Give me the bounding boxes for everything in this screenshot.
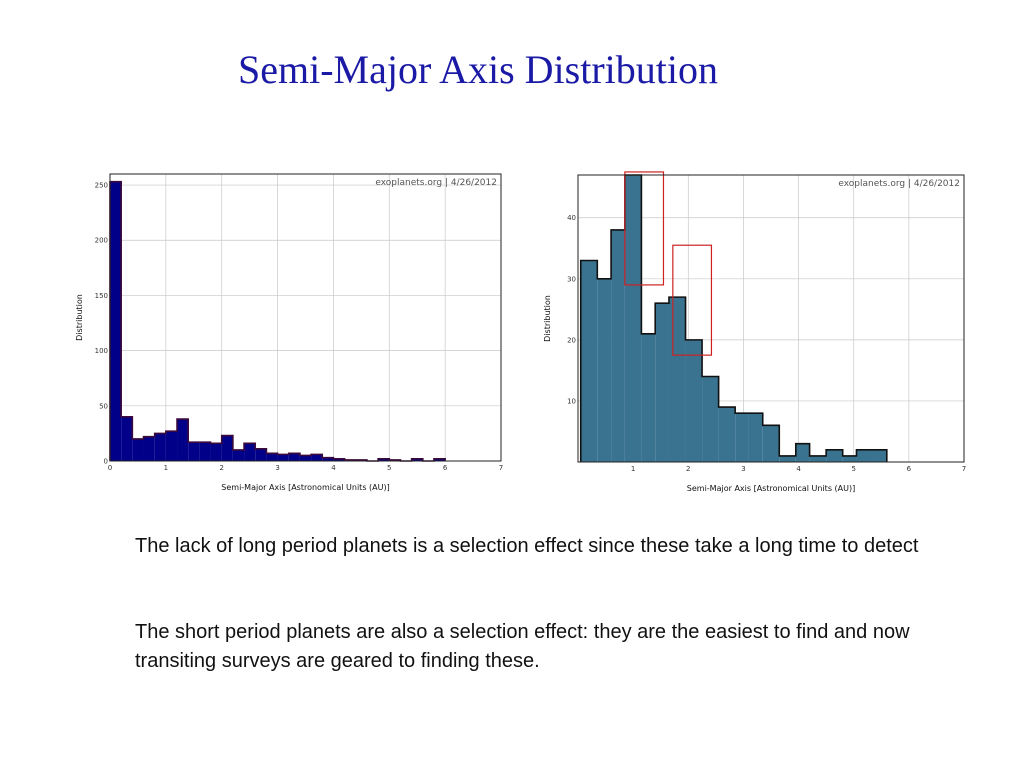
semi-major-axis-histogram-left: 0 1 2 3 4 5 6 7 0 50 100 150 200 250 exoplanets.org | … bbox=[75, 173, 503, 492]
histogram-bar bbox=[826, 449, 843, 462]
histogram-bar bbox=[873, 449, 887, 462]
plot-frame bbox=[109, 173, 502, 462]
histogram-bar bbox=[748, 413, 763, 462]
x-tick-label: 3 bbox=[741, 465, 745, 473]
x-tick-label: 2 bbox=[686, 465, 690, 473]
histogram-bar bbox=[411, 458, 423, 461]
histogram-bar bbox=[668, 297, 686, 462]
y-tick-label: 30 bbox=[567, 275, 576, 283]
histogram-outline bbox=[109, 180, 446, 462]
histogram-bar bbox=[110, 181, 122, 461]
histogram-bar bbox=[232, 449, 245, 461]
plot-frame bbox=[577, 174, 965, 463]
histogram-bar bbox=[809, 455, 827, 462]
x-axis-title: Semi-Major Axis [Astronomical Units (AU)… bbox=[687, 484, 855, 493]
histogram-bar bbox=[311, 454, 323, 461]
watermark-label: exoplanets.org | 4/26/2012 bbox=[838, 179, 960, 189]
y-tick-label: 0 bbox=[104, 458, 108, 466]
y-axis-title: Distribution bbox=[75, 294, 84, 341]
histogram-bar bbox=[143, 436, 155, 461]
histogram-bar bbox=[165, 431, 178, 461]
plot-area bbox=[110, 174, 501, 461]
semi-major-axis-histogram-right: 1 2 3 4 5 6 7 10 20 30 40 exoplanets.org | 4/26/201… bbox=[543, 171, 966, 493]
x-tick-label: 7 bbox=[499, 464, 503, 472]
y-axis-title: Distribution bbox=[543, 295, 552, 342]
histogram-bar bbox=[624, 175, 642, 462]
y-tick-label: 200 bbox=[95, 237, 108, 245]
y-tick-label: 10 bbox=[567, 397, 576, 405]
y-tick-label: 40 bbox=[567, 214, 576, 222]
x-tick-label: 4 bbox=[796, 465, 801, 473]
histogram-bar bbox=[288, 453, 300, 461]
histogram-bar bbox=[597, 278, 612, 462]
x-tick-label: 6 bbox=[907, 465, 912, 473]
histogram-bar bbox=[842, 455, 857, 462]
histogram-bar bbox=[244, 443, 256, 461]
histogram-bar bbox=[641, 333, 656, 462]
histogram-bar bbox=[210, 443, 222, 461]
histogram-bar bbox=[702, 376, 719, 462]
x-tick-label: 5 bbox=[387, 464, 391, 472]
x-tick-label: 0 bbox=[108, 464, 112, 472]
histogram-bar bbox=[121, 416, 133, 461]
y-tick-label: 150 bbox=[95, 292, 108, 300]
x-tick-label: 4 bbox=[331, 464, 336, 472]
histogram-bar bbox=[762, 425, 780, 462]
paragraph-selection-effect-short-period: The short period planets are also a sele… bbox=[135, 621, 910, 672]
highlight-box bbox=[624, 171, 665, 286]
histogram-bar bbox=[433, 458, 446, 461]
histogram-bar bbox=[299, 455, 312, 461]
x-tick-label: 5 bbox=[851, 465, 855, 473]
histogram-bar bbox=[655, 303, 669, 462]
histogram-bar bbox=[735, 413, 749, 462]
histogram-bar bbox=[277, 454, 289, 461]
histogram-bar bbox=[266, 453, 278, 461]
histogram-bar bbox=[378, 458, 390, 461]
histogram-bar bbox=[779, 455, 796, 462]
y-tick-label: 50 bbox=[99, 402, 108, 410]
histogram-bar bbox=[718, 407, 736, 462]
histogram-bar bbox=[154, 433, 166, 461]
y-tick-label: 250 bbox=[95, 182, 108, 190]
x-tick-label: 7 bbox=[962, 465, 966, 473]
y-tick-label: 100 bbox=[95, 347, 108, 355]
histogram-bar bbox=[132, 438, 144, 461]
histogram-bar bbox=[333, 458, 345, 461]
histogram-bar bbox=[322, 457, 334, 461]
x-tick-label: 3 bbox=[275, 464, 279, 472]
x-tick-label: 1 bbox=[164, 464, 168, 472]
histogram-bar bbox=[188, 442, 200, 461]
histogram-bar bbox=[795, 443, 810, 462]
x-tick-label: 2 bbox=[219, 464, 223, 472]
slide-title: Semi-Major Axis Distribution bbox=[238, 47, 718, 92]
histogram-bar bbox=[580, 260, 598, 462]
y-tick-label: 20 bbox=[567, 336, 576, 344]
histogram-bar bbox=[856, 449, 874, 462]
x-tick-label: 6 bbox=[443, 464, 448, 472]
histogram-bar bbox=[177, 419, 189, 461]
x-axis-title: Semi-Major Axis [Astronomical Units (AU)… bbox=[221, 483, 389, 492]
highlight-box bbox=[672, 244, 713, 356]
histogram-bar bbox=[199, 442, 211, 461]
watermark-label: exoplanets.org | 4/26/2012 bbox=[375, 178, 497, 188]
histogram-bar bbox=[221, 435, 233, 461]
histogram-bar bbox=[611, 229, 625, 462]
histogram-bar bbox=[685, 339, 703, 462]
paragraph-selection-effect-long-period: The lack of long period planets is a sel… bbox=[135, 535, 919, 557]
x-tick-label: 1 bbox=[631, 465, 635, 473]
histogram-bar bbox=[255, 448, 267, 461]
